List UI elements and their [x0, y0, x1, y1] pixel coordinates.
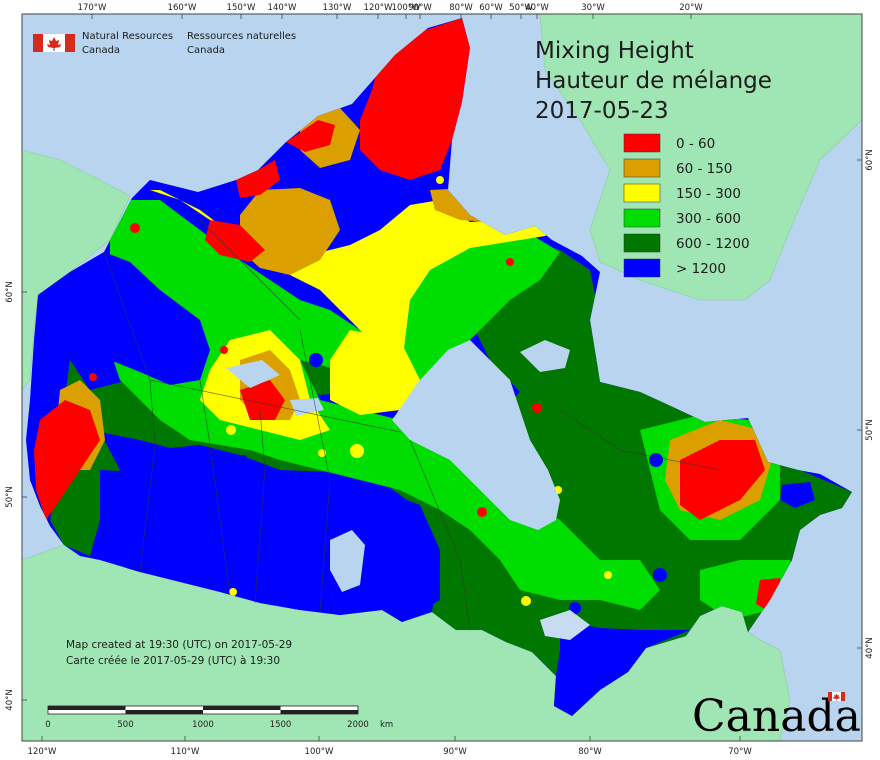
right-tick-label-0: 60°N — [865, 149, 875, 170]
title-date: 2017-05-23 — [535, 98, 669, 124]
top-tick-label-11: 40°W — [525, 3, 549, 13]
top-tick-label-3: 140°W — [268, 3, 297, 13]
top-tick-label-4: 130°W — [323, 3, 352, 13]
agency-en-line1: Natural Resources — [82, 31, 173, 42]
wordmark-flag-icon — [828, 692, 845, 701]
greenland-land — [539, 14, 862, 301]
map-title: Mixing Height Hauteur de mélange 2017-05… — [535, 38, 772, 124]
scale-label-4: 2000 — [347, 720, 369, 730]
provincial-boundaries — [103, 219, 721, 631]
scale-bar: 0 500 1000 1500 2000 km — [45, 705, 393, 730]
scale-segment-3 — [280, 710, 358, 714]
scale-label-2: 1000 — [192, 720, 214, 730]
agency-header: Natural Resources Canada Ressources natu… — [33, 31, 296, 56]
legend-label-3: 300 - 600 — [676, 211, 741, 227]
right-tick-label-1: 50°N — [865, 419, 875, 440]
scale-label-1: 500 — [117, 720, 133, 730]
top-tick-label-9: 60°W — [479, 3, 503, 13]
top-tick-label-13: 20°W — [679, 3, 703, 13]
legend-swatch-4 — [623, 233, 661, 253]
left-tick-label-2: 40°N — [5, 689, 15, 710]
bottom-tick-label-4: 80°W — [578, 747, 602, 757]
scale-label-0: 0 — [45, 720, 50, 730]
bottom-tick-label-2: 100°W — [305, 747, 334, 757]
legend-label-1: 60 - 150 — [676, 161, 732, 177]
graticule: 170°W 160°W 150°W 140°W 130°W 120°W 100°W90°W 8… — [5, 3, 875, 757]
map-frame — [21, 13, 863, 742]
title-english: Mixing Height — [535, 38, 694, 64]
hudson-bay — [392, 340, 560, 530]
legend-swatch-2 — [623, 183, 661, 203]
canada-wordmark: Canada — [692, 691, 861, 742]
legend-swatch-3 — [623, 208, 661, 228]
scale-label-3: 1500 — [270, 720, 292, 730]
agency-fr-line2: Canada — [187, 45, 225, 56]
top-tick-label-0: 170°W — [78, 3, 107, 13]
scale-segment-0 — [48, 706, 126, 710]
legend: 0 - 60 60 - 150 150 - 300 300 - 600 600 - 12… — [623, 133, 750, 278]
top-tick-label-7: 90°W — [408, 3, 432, 13]
legend-label-2: 150 - 300 — [676, 186, 741, 202]
legend-swatch-1 — [623, 158, 661, 178]
top-tick-label-2: 150°W — [227, 3, 256, 13]
bottom-tick-label-0: 120°W — [28, 747, 57, 757]
bottom-tick-label-1: 110°W — [171, 747, 200, 757]
bottom-tick-label-3: 90°W — [443, 747, 467, 757]
top-tick-label-1: 160°W — [168, 3, 197, 13]
top-tick-label-5: 120°W — [364, 3, 393, 13]
top-tick-label-6: 100°W — [392, 3, 421, 13]
top-tick-label-12: 30°W — [581, 3, 605, 13]
agency-fr-line1: Ressources naturelles — [187, 31, 296, 42]
agency-en-line2: Canada — [82, 45, 120, 56]
legend-swatch-5 — [623, 258, 661, 278]
top-tick-label-8: 80°W — [449, 3, 473, 13]
credit-english: Map created at 19:30 (UTC) on 2017-05-29 — [66, 639, 292, 651]
legend-label-0: 0 - 60 — [676, 136, 715, 152]
right-tick-label-2: 40°N — [865, 637, 875, 658]
left-tick-label-1: 50°N — [5, 486, 15, 507]
legend-swatch-0 — [623, 133, 661, 153]
credit-french: Carte créée le 2017-05-29 (UTC) à 19:30 — [66, 655, 280, 667]
bottom-tick-label-5: 70°W — [728, 747, 752, 757]
scale-unit: km — [380, 720, 393, 730]
left-tick-label-0: 60°N — [5, 281, 15, 302]
top-tick-label-10: 50°W — [509, 3, 533, 13]
legend-label-5: > 1200 — [676, 261, 726, 277]
legend-label-4: 600 - 1200 — [676, 236, 750, 252]
canada-flag-icon — [33, 34, 75, 52]
scale-segment-1 — [125, 710, 203, 714]
scale-segment-2 — [203, 706, 281, 710]
title-french: Hauteur de mélange — [535, 68, 772, 94]
